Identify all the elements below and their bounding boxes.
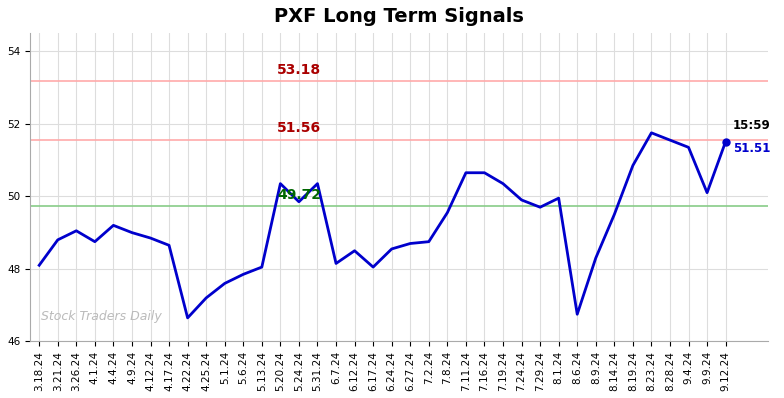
Text: 15:59: 15:59 bbox=[733, 119, 771, 133]
Text: 51.51: 51.51 bbox=[733, 142, 771, 154]
Text: 49.72: 49.72 bbox=[277, 188, 321, 202]
Title: PXF Long Term Signals: PXF Long Term Signals bbox=[274, 7, 524, 26]
Text: 51.56: 51.56 bbox=[277, 121, 321, 135]
Text: 53.18: 53.18 bbox=[277, 62, 321, 76]
Text: Stock Traders Daily: Stock Traders Daily bbox=[41, 310, 162, 323]
